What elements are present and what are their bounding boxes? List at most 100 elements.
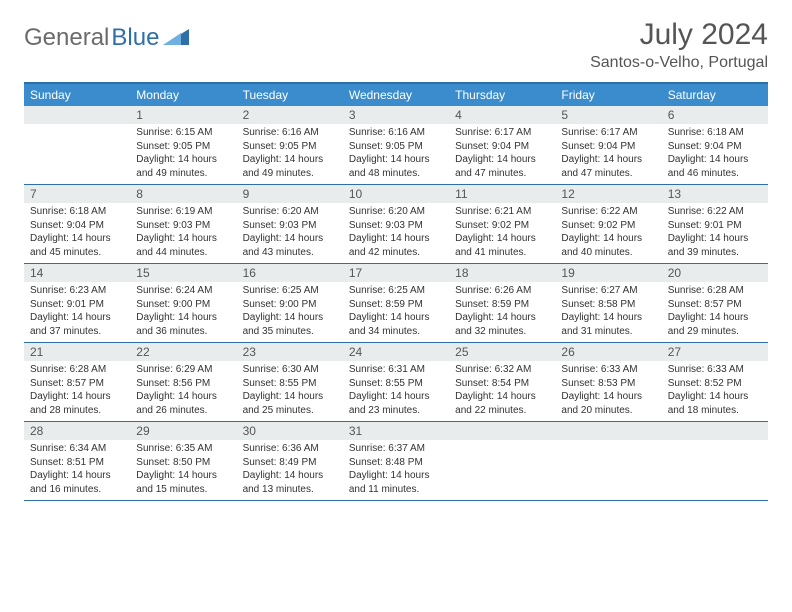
day-details: Sunrise: 6:23 AMSunset: 9:01 PMDaylight:…: [24, 282, 130, 342]
col-head-saturday: Saturday: [662, 84, 768, 106]
day-number: 16: [237, 264, 343, 282]
day-number: [24, 106, 130, 124]
day-number: 30: [237, 422, 343, 440]
calendar-day: 11Sunrise: 6:21 AMSunset: 9:02 PMDayligh…: [449, 185, 555, 263]
day-details: Sunrise: 6:15 AMSunset: 9:05 PMDaylight:…: [130, 124, 236, 184]
calendar-day: 1Sunrise: 6:15 AMSunset: 9:05 PMDaylight…: [130, 106, 236, 184]
col-head-thursday: Thursday: [449, 84, 555, 106]
day-number: 12: [555, 185, 661, 203]
calendar-week: 28Sunrise: 6:34 AMSunset: 8:51 PMDayligh…: [24, 422, 768, 501]
day-number: 5: [555, 106, 661, 124]
day-details: Sunrise: 6:17 AMSunset: 9:04 PMDaylight:…: [555, 124, 661, 184]
day-number: 28: [24, 422, 130, 440]
calendar-day: 27Sunrise: 6:33 AMSunset: 8:52 PMDayligh…: [662, 343, 768, 421]
calendar-day: [449, 422, 555, 500]
col-head-wednesday: Wednesday: [343, 84, 449, 106]
day-number: 19: [555, 264, 661, 282]
calendar-header-row: Sunday Monday Tuesday Wednesday Thursday…: [24, 84, 768, 106]
calendar-day: 20Sunrise: 6:28 AMSunset: 8:57 PMDayligh…: [662, 264, 768, 342]
calendar-week: 1Sunrise: 6:15 AMSunset: 9:05 PMDaylight…: [24, 106, 768, 185]
day-number: 27: [662, 343, 768, 361]
day-details: Sunrise: 6:19 AMSunset: 9:03 PMDaylight:…: [130, 203, 236, 263]
day-details: Sunrise: 6:35 AMSunset: 8:50 PMDaylight:…: [130, 440, 236, 500]
calendar-day: 18Sunrise: 6:26 AMSunset: 8:59 PMDayligh…: [449, 264, 555, 342]
day-number: 24: [343, 343, 449, 361]
col-head-sunday: Sunday: [24, 84, 130, 106]
day-details: Sunrise: 6:16 AMSunset: 9:05 PMDaylight:…: [237, 124, 343, 184]
calendar: Sunday Monday Tuesday Wednesday Thursday…: [24, 82, 768, 501]
day-details: [24, 124, 130, 130]
day-details: Sunrise: 6:28 AMSunset: 8:57 PMDaylight:…: [24, 361, 130, 421]
calendar-day: 16Sunrise: 6:25 AMSunset: 9:00 PMDayligh…: [237, 264, 343, 342]
day-number: 20: [662, 264, 768, 282]
day-details: Sunrise: 6:26 AMSunset: 8:59 PMDaylight:…: [449, 282, 555, 342]
day-details: Sunrise: 6:28 AMSunset: 8:57 PMDaylight:…: [662, 282, 768, 342]
day-details: Sunrise: 6:22 AMSunset: 9:02 PMDaylight:…: [555, 203, 661, 263]
calendar-week: 7Sunrise: 6:18 AMSunset: 9:04 PMDaylight…: [24, 185, 768, 264]
calendar-day: 21Sunrise: 6:28 AMSunset: 8:57 PMDayligh…: [24, 343, 130, 421]
calendar-day: [555, 422, 661, 500]
day-details: Sunrise: 6:17 AMSunset: 9:04 PMDaylight:…: [449, 124, 555, 184]
day-details: Sunrise: 6:30 AMSunset: 8:55 PMDaylight:…: [237, 361, 343, 421]
page-header: GeneralBlue July 2024 Santos-o-Velho, Po…: [24, 18, 768, 72]
calendar-day: 28Sunrise: 6:34 AMSunset: 8:51 PMDayligh…: [24, 422, 130, 500]
day-details: Sunrise: 6:32 AMSunset: 8:54 PMDaylight:…: [449, 361, 555, 421]
day-details: Sunrise: 6:36 AMSunset: 8:49 PMDaylight:…: [237, 440, 343, 500]
day-number: 3: [343, 106, 449, 124]
day-number: 9: [237, 185, 343, 203]
calendar-day: 22Sunrise: 6:29 AMSunset: 8:56 PMDayligh…: [130, 343, 236, 421]
day-details: Sunrise: 6:25 AMSunset: 9:00 PMDaylight:…: [237, 282, 343, 342]
title-block: July 2024 Santos-o-Velho, Portugal: [590, 18, 768, 72]
day-details: Sunrise: 6:33 AMSunset: 8:52 PMDaylight:…: [662, 361, 768, 421]
day-number: 21: [24, 343, 130, 361]
calendar-day: 7Sunrise: 6:18 AMSunset: 9:04 PMDaylight…: [24, 185, 130, 263]
calendar-day: 26Sunrise: 6:33 AMSunset: 8:53 PMDayligh…: [555, 343, 661, 421]
day-number: 11: [449, 185, 555, 203]
calendar-body: 1Sunrise: 6:15 AMSunset: 9:05 PMDaylight…: [24, 106, 768, 501]
day-details: Sunrise: 6:20 AMSunset: 9:03 PMDaylight:…: [237, 203, 343, 263]
calendar-day: 30Sunrise: 6:36 AMSunset: 8:49 PMDayligh…: [237, 422, 343, 500]
calendar-day: 17Sunrise: 6:25 AMSunset: 8:59 PMDayligh…: [343, 264, 449, 342]
calendar-day: 9Sunrise: 6:20 AMSunset: 9:03 PMDaylight…: [237, 185, 343, 263]
day-number: 1: [130, 106, 236, 124]
logo: GeneralBlue: [24, 18, 189, 52]
day-number: 6: [662, 106, 768, 124]
calendar-week: 21Sunrise: 6:28 AMSunset: 8:57 PMDayligh…: [24, 343, 768, 422]
calendar-page: GeneralBlue July 2024 Santos-o-Velho, Po…: [0, 0, 792, 519]
calendar-day: 15Sunrise: 6:24 AMSunset: 9:00 PMDayligh…: [130, 264, 236, 342]
logo-text-gray: General: [24, 24, 109, 52]
day-number: 10: [343, 185, 449, 203]
calendar-day: 31Sunrise: 6:37 AMSunset: 8:48 PMDayligh…: [343, 422, 449, 500]
day-details: [662, 440, 768, 446]
calendar-day: 14Sunrise: 6:23 AMSunset: 9:01 PMDayligh…: [24, 264, 130, 342]
day-number: 7: [24, 185, 130, 203]
day-number: 14: [24, 264, 130, 282]
calendar-day: 12Sunrise: 6:22 AMSunset: 9:02 PMDayligh…: [555, 185, 661, 263]
day-details: Sunrise: 6:29 AMSunset: 8:56 PMDaylight:…: [130, 361, 236, 421]
day-details: Sunrise: 6:33 AMSunset: 8:53 PMDaylight:…: [555, 361, 661, 421]
day-details: Sunrise: 6:21 AMSunset: 9:02 PMDaylight:…: [449, 203, 555, 263]
day-number: 2: [237, 106, 343, 124]
day-number: 8: [130, 185, 236, 203]
calendar-day: 6Sunrise: 6:18 AMSunset: 9:04 PMDaylight…: [662, 106, 768, 184]
day-details: Sunrise: 6:34 AMSunset: 8:51 PMDaylight:…: [24, 440, 130, 500]
calendar-day: 2Sunrise: 6:16 AMSunset: 9:05 PMDaylight…: [237, 106, 343, 184]
calendar-day: [662, 422, 768, 500]
day-number: [555, 422, 661, 440]
day-number: 17: [343, 264, 449, 282]
day-number: 31: [343, 422, 449, 440]
calendar-day: 3Sunrise: 6:16 AMSunset: 9:05 PMDaylight…: [343, 106, 449, 184]
col-head-monday: Monday: [130, 84, 236, 106]
day-number: 29: [130, 422, 236, 440]
day-number: 26: [555, 343, 661, 361]
day-details: Sunrise: 6:24 AMSunset: 9:00 PMDaylight:…: [130, 282, 236, 342]
day-details: [449, 440, 555, 446]
day-number: 25: [449, 343, 555, 361]
day-number: [449, 422, 555, 440]
calendar-day: 13Sunrise: 6:22 AMSunset: 9:01 PMDayligh…: [662, 185, 768, 263]
day-details: Sunrise: 6:27 AMSunset: 8:58 PMDaylight:…: [555, 282, 661, 342]
day-number: 23: [237, 343, 343, 361]
day-details: Sunrise: 6:18 AMSunset: 9:04 PMDaylight:…: [24, 203, 130, 263]
day-details: Sunrise: 6:20 AMSunset: 9:03 PMDaylight:…: [343, 203, 449, 263]
calendar-day: 23Sunrise: 6:30 AMSunset: 8:55 PMDayligh…: [237, 343, 343, 421]
